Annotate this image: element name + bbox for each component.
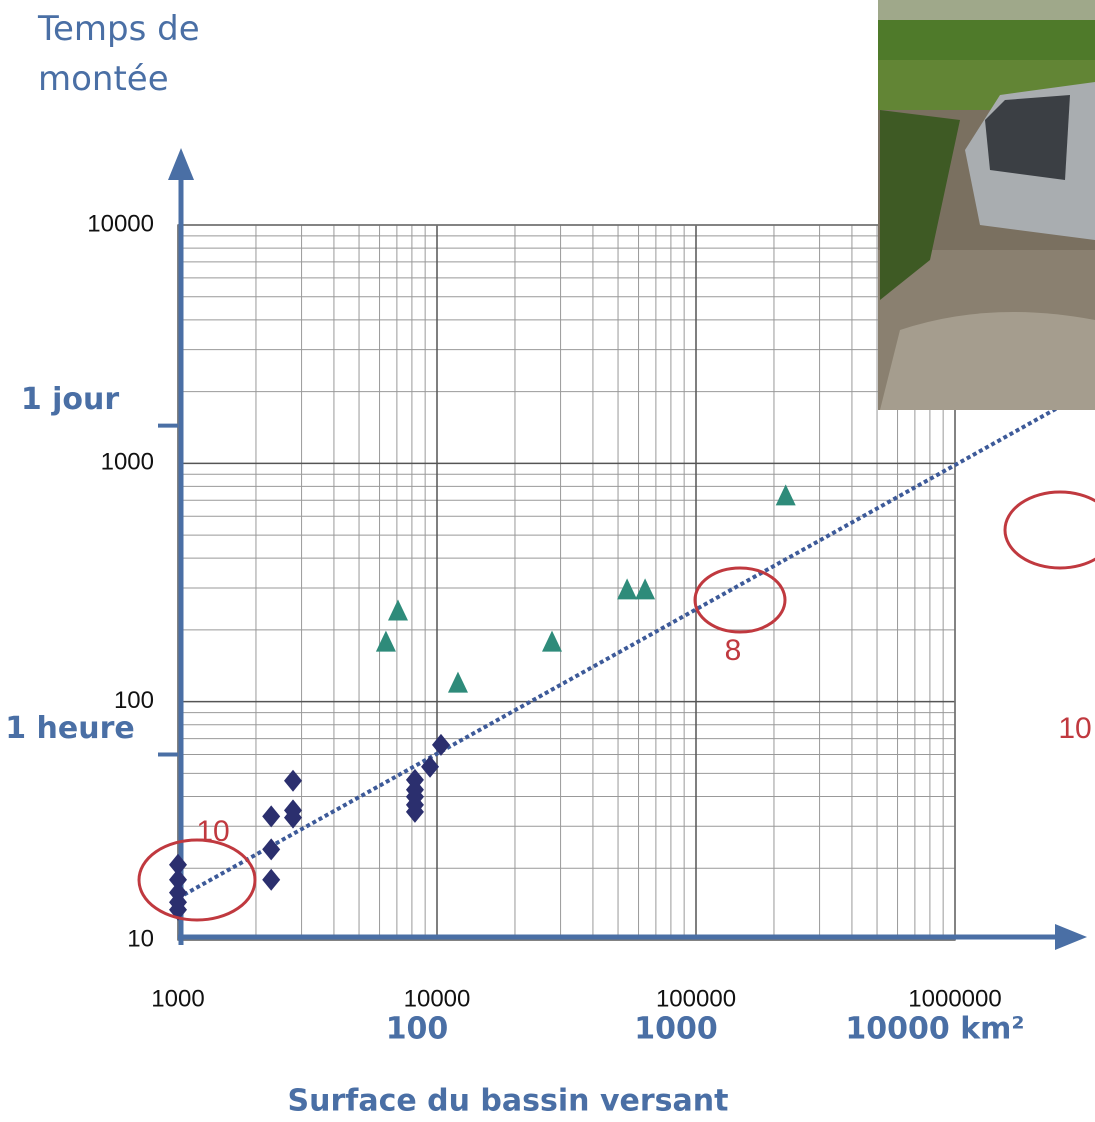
diamond-point [284, 806, 303, 829]
diamond-point [169, 868, 187, 891]
diamond-point [405, 800, 424, 823]
triangle-point [542, 630, 563, 652]
triangle-point [447, 671, 468, 693]
triangle-point [617, 578, 638, 600]
x-tick-label: 1000 [151, 985, 204, 1012]
annotation-circle [137, 838, 257, 922]
annotation-label: 10 [196, 815, 229, 848]
y2-tick-label: 1 heure [5, 711, 135, 746]
y-tick-label: 100 [114, 687, 154, 714]
x2-tick-label: 1000 [634, 1012, 718, 1047]
triangle-point [775, 484, 796, 506]
chart-title: Temps de montée [37, 9, 200, 99]
diamond-point [421, 755, 440, 778]
x-tick-label: 10000 [404, 985, 471, 1012]
y-axis-arrow [168, 148, 194, 180]
y-tick-label: 10 [127, 925, 154, 952]
x2-tick-label: 10000 km² [845, 1012, 1024, 1047]
plot-border [177, 224, 956, 941]
y2-tick-label: 1 jour [21, 382, 120, 417]
triangle-point [375, 630, 396, 652]
annotation-circle [1003, 490, 1095, 570]
annotation-label: 10 [1058, 712, 1091, 745]
x-axis-arrow [1055, 924, 1087, 950]
triangle-point [635, 578, 656, 600]
triangle-point [387, 599, 408, 621]
diamond-point [431, 733, 450, 756]
annotations: Temps de montée Surface du bassin versant 1… [37, 9, 1095, 1119]
y-tick-label: 10000 [87, 210, 154, 237]
x-tick-label: 1000000 [908, 985, 1001, 1012]
diamond-point [262, 838, 281, 861]
annotation-circle [693, 566, 787, 634]
x-axis-title: Surface du bassin versant [288, 1084, 729, 1119]
photo [878, 0, 1095, 410]
x-tick-label: 100000 [656, 985, 736, 1012]
diamond-point [284, 769, 303, 792]
trendline [177, 384, 1095, 900]
annotation-label: 8 [725, 634, 742, 667]
diamond-point [262, 805, 281, 828]
x2-tick-label: 100 [386, 1012, 449, 1047]
diamond-point [262, 868, 281, 891]
diamond-point [169, 853, 187, 876]
y-tick-label: 1000 [101, 449, 154, 476]
